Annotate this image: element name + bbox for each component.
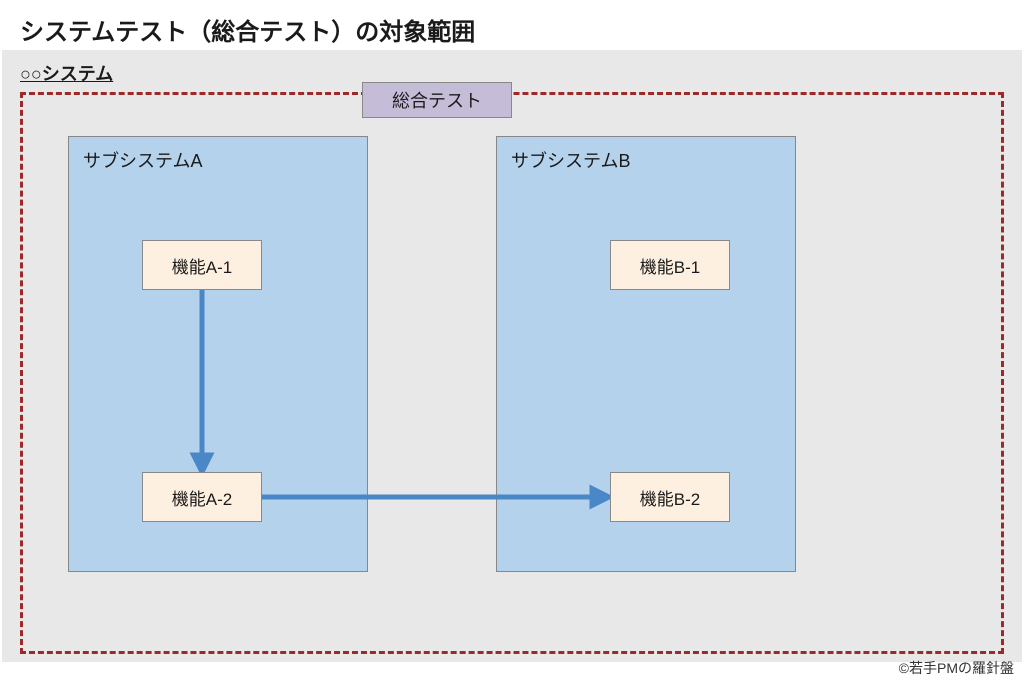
function-box-A2: 機能A-2	[142, 472, 262, 522]
function-box-B2: 機能B-2	[610, 472, 730, 522]
page-title: システムテスト（総合テスト）の対象範囲	[20, 12, 475, 47]
arrows-layer	[2, 50, 1022, 662]
copyright-text: ©若手PMの羅針盤	[899, 658, 1014, 678]
function-box-B1: 機能B-1	[610, 240, 730, 290]
function-box-A1: 機能A-1	[142, 240, 262, 290]
diagram-canvas: ○○システム 総合テスト サブシステムAサブシステムB 機能A-1機能A-2機能…	[2, 50, 1022, 662]
